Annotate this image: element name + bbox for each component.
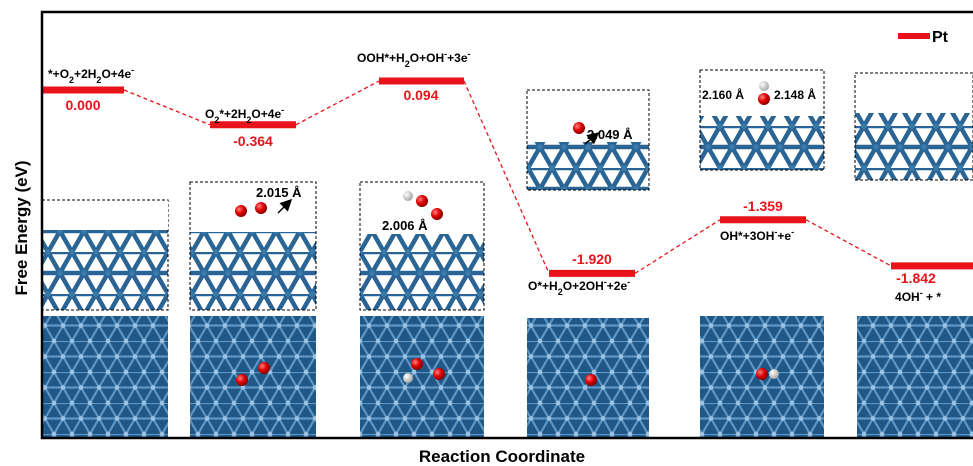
- hydrogen-atom: [759, 81, 769, 91]
- energy-value-label: -1.359: [743, 198, 783, 214]
- energy-value-label: 0.094: [403, 87, 438, 103]
- structure-top-view: [42, 316, 168, 438]
- structure-side-view: [854, 72, 973, 181]
- energy-levels: [42, 77, 973, 277]
- structure-top-view: [700, 316, 824, 438]
- bond-length-label: 2.006 Å: [382, 218, 428, 233]
- state-label: *+O2+2H2O+4e-: [48, 65, 134, 85]
- state-label: 4OH- + *: [895, 288, 941, 304]
- bond-length-label: 2.160 Å: [702, 87, 744, 102]
- structure-side-view: [189, 181, 317, 311]
- step-connector-line: [295, 80, 380, 126]
- oxygen-atom: [235, 205, 247, 217]
- step-connector-line: [123, 89, 211, 126]
- oxygen-atom: [255, 202, 267, 214]
- energy-value-label: 0.000: [65, 97, 100, 113]
- energy-value-label: -1.842: [896, 270, 936, 286]
- state-label: O*+H2O+2OH-+2e-: [528, 277, 630, 297]
- structure-side-view: [41, 199, 169, 311]
- structure-images: [41, 69, 973, 438]
- y-axis-title: Free Energy (eV): [12, 160, 31, 295]
- structure-side-view: [699, 69, 825, 171]
- structure-top-view: [190, 316, 316, 438]
- hydrogen-atom: [403, 191, 413, 201]
- state-label: O2*+2H2O+4e-: [205, 105, 284, 125]
- step-connector-line: [463, 80, 550, 274]
- energy-value-label: -0.364: [233, 133, 273, 149]
- oxygen-atom: [431, 208, 443, 220]
- bond-length-label: 2.049 Å: [587, 127, 633, 142]
- x-axis-title: Reaction Coordinate: [419, 447, 585, 466]
- state-labels: 0.000 *+O2+2H2O+4e- -0.364 O2*+2H2O+4e- 0.09…: [48, 49, 941, 304]
- step-connector-line: [634, 219, 721, 274]
- step-connector-line: [805, 219, 892, 267]
- structure-top-view: [360, 316, 484, 438]
- legend-label: Pt: [932, 29, 949, 46]
- oxygen-atom: [416, 195, 428, 207]
- structure-top-view: [527, 318, 649, 438]
- structure-top-view: [857, 316, 973, 438]
- legend: Pt: [898, 29, 949, 46]
- energy-value-label: -1.920: [572, 251, 612, 267]
- bond-length-label: 2.015 Å: [256, 185, 302, 200]
- oxygen-atom: [758, 93, 770, 105]
- bond-length-label: 2.148 Å: [774, 87, 816, 102]
- structure-side-view: [526, 89, 650, 191]
- plot-frame: [40, 10, 973, 440]
- state-label: OOH*+H2O+OH-+3e-: [357, 49, 471, 69]
- structure-side-view: [359, 181, 485, 311]
- oxygen-atom: [573, 122, 585, 134]
- step-connectors: [123, 80, 892, 274]
- state-label: OH*+3OH-+e-: [720, 227, 794, 243]
